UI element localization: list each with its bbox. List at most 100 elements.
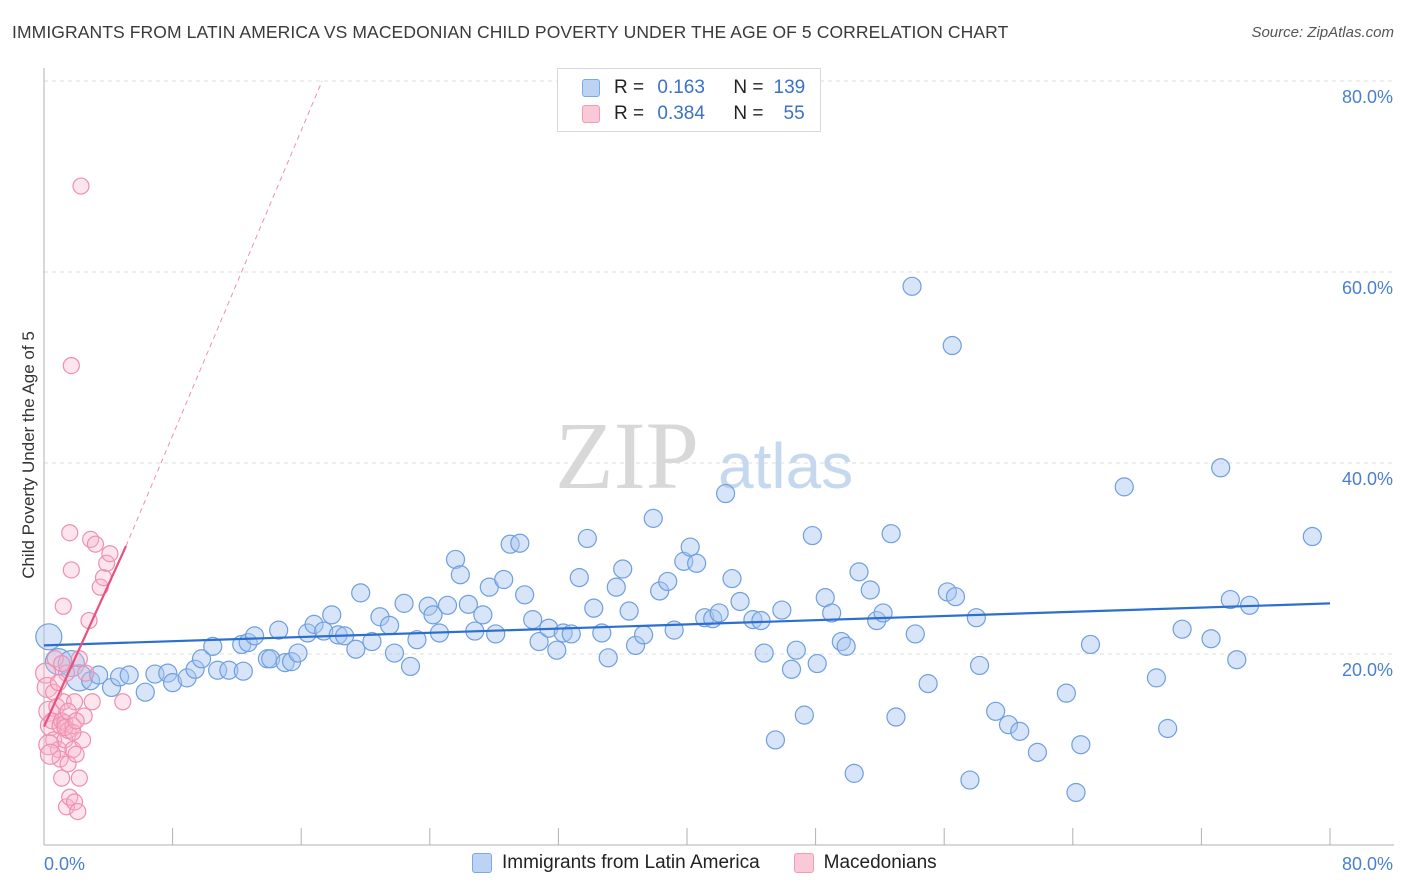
data-point	[945, 587, 966, 607]
trend-extension-macedonians	[125, 80, 323, 547]
legend-r-value: 0.384	[657, 103, 705, 124]
data-point	[772, 600, 792, 620]
data-point	[781, 659, 802, 679]
data-point	[998, 715, 1019, 735]
data-points	[35, 177, 1322, 821]
data-point	[62, 356, 80, 375]
x-tick-label: 80.0%	[1342, 854, 1393, 874]
data-point	[380, 615, 400, 635]
data-point	[886, 707, 906, 727]
y-tick-label: 60.0%	[1342, 278, 1393, 298]
data-point	[67, 745, 85, 763]
data-point	[445, 549, 466, 570]
data-point	[61, 788, 79, 806]
data-point	[802, 525, 822, 546]
data-point	[119, 665, 139, 685]
series-macedonians	[35, 177, 132, 821]
data-point	[400, 656, 421, 677]
data-point	[515, 585, 535, 605]
data-point	[67, 712, 85, 730]
legend-item-immigrants: Immigrants from Latin America	[472, 852, 760, 874]
data-point	[1146, 668, 1166, 688]
data-point	[1220, 589, 1240, 610]
data-point	[407, 630, 427, 650]
data-point	[203, 636, 223, 656]
data-point	[473, 605, 493, 625]
data-point	[244, 626, 265, 646]
data-point	[918, 674, 938, 694]
data-point	[510, 533, 530, 553]
y-tick-label: 80.0%	[1342, 87, 1393, 107]
data-point	[450, 565, 470, 585]
watermark-zip: ZIP	[555, 402, 699, 509]
data-point	[304, 614, 324, 634]
data-point	[1080, 634, 1101, 655]
data-point	[960, 770, 980, 790]
data-point	[592, 623, 612, 643]
data-point	[966, 608, 986, 628]
data-point	[715, 483, 736, 504]
data-point	[881, 524, 901, 544]
pink-swatch-icon	[793, 853, 814, 873]
data-point	[619, 601, 639, 621]
data-point	[658, 571, 678, 592]
data-point	[695, 608, 715, 628]
data-point	[561, 624, 581, 644]
legend-row-immigrants: R = 0.163 N = 139	[582, 76, 805, 100]
data-point	[269, 620, 289, 640]
blue-swatch-icon	[582, 79, 600, 97]
data-point	[362, 631, 382, 652]
data-point	[70, 769, 88, 787]
data-point	[114, 693, 132, 711]
data-point	[722, 568, 742, 589]
data-point	[89, 665, 109, 685]
data-point	[1227, 650, 1247, 670]
data-point	[77, 664, 95, 682]
data-point	[288, 643, 308, 663]
data-point	[836, 636, 856, 656]
data-point	[69, 802, 87, 821]
data-point	[101, 545, 119, 563]
data-point	[807, 653, 827, 674]
x-tick-label: 0.0%	[44, 854, 85, 874]
data-point	[158, 663, 178, 683]
data-point	[65, 793, 84, 811]
data-point	[529, 631, 549, 652]
data-point	[65, 693, 84, 711]
data-point	[494, 569, 514, 590]
data-point	[730, 591, 750, 612]
data-point	[765, 730, 786, 750]
data-point	[523, 610, 543, 630]
data-point	[208, 660, 228, 680]
data-point	[57, 798, 76, 816]
data-point	[643, 508, 663, 528]
data-point	[86, 535, 105, 553]
data-point	[191, 649, 212, 669]
data-point	[351, 583, 371, 603]
series-immigrants	[35, 276, 1322, 803]
data-point	[82, 530, 100, 549]
data-point	[163, 673, 183, 693]
data-point	[687, 553, 707, 573]
data-point	[275, 652, 295, 673]
data-point	[1114, 477, 1134, 497]
data-point	[75, 707, 93, 725]
data-point	[98, 554, 116, 572]
data-point	[62, 561, 80, 579]
data-point	[135, 682, 155, 702]
data-point	[709, 603, 729, 623]
data-point	[1158, 718, 1178, 739]
data-point	[844, 763, 864, 783]
data-point	[458, 594, 478, 614]
data-point	[35, 623, 63, 651]
data-point	[1302, 526, 1322, 547]
correlation-legend: R = 0.163 N = 139 R = 0.384 N = 55	[557, 68, 821, 132]
y-tick-label: 20.0%	[1342, 660, 1393, 680]
data-point	[786, 640, 806, 660]
data-point	[53, 654, 71, 673]
blue-swatch-icon	[472, 853, 492, 873]
data-point	[219, 660, 239, 680]
data-point	[109, 667, 130, 687]
data-point	[969, 655, 990, 676]
data-point	[185, 659, 205, 679]
